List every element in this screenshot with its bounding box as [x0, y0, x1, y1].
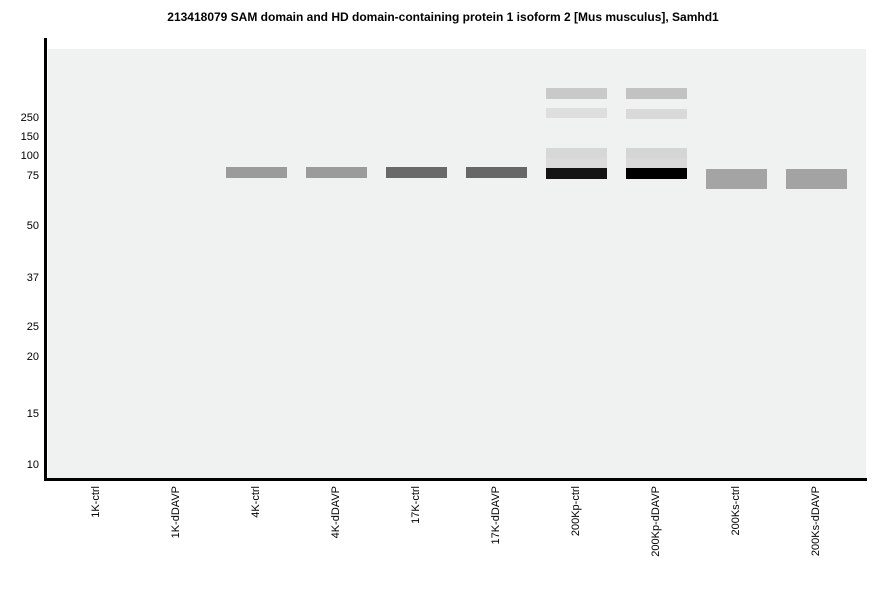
- y-tick-label-10: 10: [26, 459, 39, 471]
- x-tick-label-200Kp-dDAVP: 200Kp-dDAVP: [650, 486, 662, 557]
- blot-band: [626, 168, 687, 179]
- y-tick-label-50: 50: [26, 220, 39, 232]
- x-tick-label-200Ks-dDAVP: 200Ks-dDAVP: [810, 486, 822, 557]
- blot-band: [466, 167, 527, 178]
- blot-band: [626, 88, 687, 99]
- blot-band: [786, 169, 847, 189]
- y-tick-label-75: 75: [26, 170, 39, 182]
- blot-band: [226, 167, 287, 178]
- blot-band: [626, 158, 687, 168]
- y-tick-label-37: 37: [26, 272, 39, 284]
- blot-band: [706, 169, 767, 189]
- blot-band: [546, 148, 607, 158]
- plot-area: [48, 49, 866, 478]
- blot-band: [386, 167, 447, 178]
- x-axis-line: [44, 478, 867, 481]
- y-tick-label-25: 25: [26, 321, 39, 333]
- x-tick-label-4K-ctrl: 4K-ctrl: [250, 486, 262, 518]
- blot-band: [546, 168, 607, 179]
- blot-band: [306, 167, 367, 178]
- blot-band: [546, 88, 607, 99]
- y-tick-label-250: 250: [20, 112, 39, 124]
- blot-band: [626, 109, 687, 119]
- y-tick-label-100: 100: [20, 150, 39, 162]
- y-tick-label-20: 20: [26, 351, 39, 363]
- blot-band: [626, 148, 687, 158]
- x-tick-label-17K-ctrl: 17K-ctrl: [410, 486, 422, 524]
- y-tick-label-150: 150: [20, 131, 39, 143]
- blot-band: [546, 158, 607, 168]
- x-tick-label-1K-ctrl: 1K-ctrl: [90, 486, 102, 518]
- y-axis-line: [44, 38, 47, 481]
- x-tick-label-200Ks-ctrl: 200Ks-ctrl: [730, 486, 742, 536]
- chart-title: 213418079 SAM domain and HD domain-conta…: [167, 10, 719, 24]
- y-tick-label-15: 15: [26, 408, 39, 420]
- x-tick-label-200Kp-ctrl: 200Kp-ctrl: [570, 486, 582, 537]
- x-tick-label-1K-dDAVP: 1K-dDAVP: [170, 486, 182, 539]
- x-tick-label-17K-dDAVP: 17K-dDAVP: [490, 486, 502, 545]
- blot-band: [546, 108, 607, 118]
- x-tick-label-4K-dDAVP: 4K-dDAVP: [330, 486, 342, 539]
